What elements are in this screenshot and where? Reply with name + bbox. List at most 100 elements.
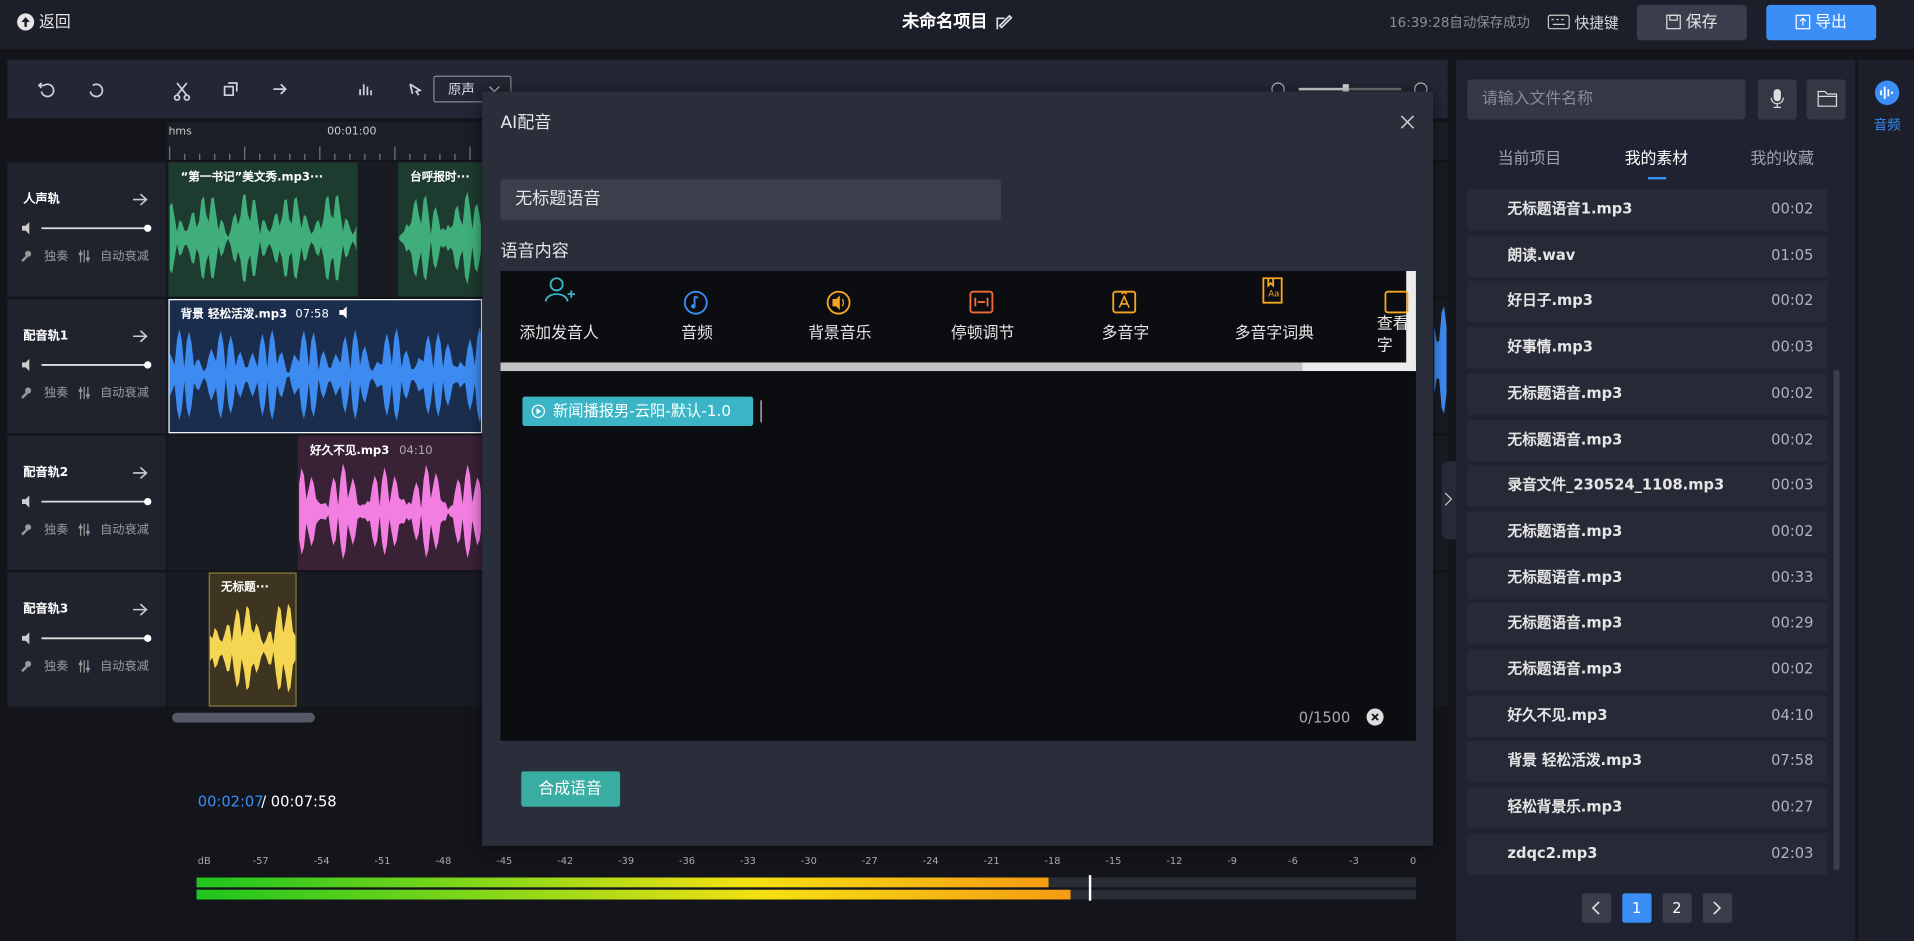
tool-icon[interactable]: [544, 276, 576, 305]
audio-nav-label[interactable]: 音频: [1873, 117, 1901, 134]
file-item[interactable]: 轻松背景乐.mp3 00:27: [1467, 787, 1828, 829]
folder-button[interactable]: [1806, 79, 1846, 120]
file-item[interactable]: 录音文件_230524_1108.mp3 00:03: [1467, 465, 1828, 507]
duck-icon[interactable]: [78, 660, 90, 673]
file-item[interactable]: 朗读.wav 01:05: [1467, 235, 1828, 277]
file-item[interactable]: zdqc2.mp3 02:03: [1467, 833, 1828, 875]
back-icon[interactable]: [17, 13, 35, 31]
tool-button[interactable]: 音频: [681, 324, 713, 343]
audio-clip[interactable]: 无标题···: [208, 572, 297, 707]
tool-icon[interactable]: [1383, 288, 1415, 317]
zoom-slider[interactable]: [1269, 81, 1428, 98]
page-button[interactable]: 2: [1662, 893, 1692, 923]
solo-icon[interactable]: [21, 524, 33, 536]
file-item[interactable]: 好日子.mp3 00:02: [1467, 281, 1828, 323]
horizontal-scrollbar[interactable]: [172, 712, 315, 723]
audio-clip[interactable]: 台呼报时···: [397, 162, 483, 297]
clear-button[interactable]: [1366, 708, 1384, 726]
duck-icon[interactable]: [78, 250, 90, 263]
track-arrow[interactable]: [133, 603, 148, 616]
tool-button[interactable]: 添加发音人: [519, 324, 599, 343]
file-item[interactable]: 无标题语音1.mp3 00:02: [1467, 189, 1828, 231]
solo-icon[interactable]: [21, 250, 33, 263]
file-item[interactable]: 无标题语音.mp3 00:29: [1467, 603, 1828, 645]
solo-icon[interactable]: [21, 387, 33, 399]
duck-toggle[interactable]: 自动衰减: [100, 386, 149, 401]
next-page[interactable]: [1702, 893, 1733, 923]
toolbar-tool[interactable]: [271, 81, 288, 98]
tool-icon[interactable]: [825, 288, 857, 317]
clip-volume-icon: [339, 306, 347, 319]
file-duration: 00:02: [1771, 200, 1814, 218]
toolbar-tool[interactable]: [222, 81, 239, 98]
file-duration: 00:02: [1771, 292, 1814, 310]
mic-icon: [1770, 89, 1784, 109]
file-item[interactable]: 好事情.mp3 00:03: [1467, 327, 1828, 369]
audio-clip[interactable]: 好久不见.mp3 04:10: [297, 435, 483, 570]
toolbar-tool[interactable]: [37, 81, 55, 98]
page-button[interactable]: 1: [1622, 893, 1652, 923]
file-item[interactable]: 无标题语音.mp3 00:02: [1467, 419, 1828, 461]
prev-page[interactable]: [1581, 893, 1612, 923]
meter-tick: -54: [313, 855, 330, 867]
library-tab[interactable]: 当前项目: [1497, 150, 1562, 169]
meter-tick: -21: [983, 855, 1000, 867]
duck-icon[interactable]: [78, 386, 90, 400]
file-item[interactable]: 无标题语音.mp3 00:33: [1467, 557, 1828, 599]
tool-button[interactable]: 背景音乐: [808, 324, 872, 343]
tool-icon[interactable]: Aa: [1260, 276, 1292, 305]
tool-icon[interactable]: [1111, 288, 1143, 317]
volume-slider[interactable]: [21, 495, 154, 508]
toolbar-tool[interactable]: [173, 81, 191, 101]
track-header: [7, 162, 167, 297]
tool-button[interactable]: 停顿调节: [950, 324, 1015, 343]
track-arrow[interactable]: [133, 330, 148, 343]
library-tab[interactable]: 我的素材: [1624, 150, 1689, 169]
meter-tick: -6: [1288, 855, 1298, 867]
tool-button[interactable]: 查看字: [1376, 314, 1409, 356]
back-button[interactable]: 返回: [39, 13, 71, 32]
solo-toggle[interactable]: 独奏: [43, 660, 69, 674]
toolbar-tool[interactable]: [85, 81, 104, 98]
library-tab[interactable]: 我的收藏: [1750, 150, 1814, 169]
tool-button[interactable]: 多音字: [1101, 324, 1150, 343]
solo-toggle[interactable]: 独奏: [43, 386, 69, 401]
name-input[interactable]: 无标题语音: [500, 179, 1001, 220]
audio-nav-icon[interactable]: [1874, 80, 1900, 105]
audio-clip[interactable]: 背景 轻松活泼.mp3 07:58: [168, 299, 483, 434]
solo-toggle[interactable]: 独奏: [43, 523, 69, 538]
solo-icon[interactable]: [21, 660, 33, 673]
duck-toggle[interactable]: 自动衰减: [100, 523, 149, 538]
toolbar-tool[interactable]: [406, 81, 423, 98]
file-item[interactable]: 好久不见.mp3 04:10: [1467, 695, 1828, 737]
volume-slider[interactable]: [21, 632, 154, 645]
export-button[interactable]: 导出: [1766, 4, 1877, 41]
save-button[interactable]: 保存: [1636, 4, 1747, 41]
dialog-close[interactable]: [1400, 115, 1415, 129]
track-arrow[interactable]: [133, 193, 148, 206]
tool-button[interactable]: 多音字词典: [1234, 324, 1315, 343]
file-item[interactable]: 无标题语音.mp3 00:02: [1467, 649, 1828, 691]
shortcuts-button[interactable]: 快捷键: [1574, 14, 1619, 32]
duck-toggle[interactable]: 自动衰减: [100, 250, 149, 264]
duck-toggle[interactable]: 自动衰减: [100, 660, 149, 674]
volume-slider[interactable]: [21, 222, 154, 235]
voice-tag[interactable]: 新闻播报男-云阳-默认-1.0: [522, 396, 754, 426]
synthesize-button[interactable]: 合成语音: [521, 771, 621, 807]
voice-select[interactable]: 原声: [433, 75, 512, 103]
volume-slider[interactable]: [21, 358, 154, 372]
tool-icon[interactable]: [682, 288, 714, 317]
edit-icon[interactable]: [996, 14, 1013, 31]
audio-clip[interactable]: “第一书记”美文秀.mp3···: [168, 162, 358, 297]
track-arrow[interactable]: [133, 466, 148, 480]
solo-toggle[interactable]: 独奏: [43, 250, 69, 264]
duck-icon[interactable]: [78, 523, 90, 536]
file-item[interactable]: 无标题语音.mp3 00:02: [1467, 373, 1828, 415]
toolbar-tool[interactable]: [358, 81, 375, 98]
track-name: 配音轨2: [23, 466, 69, 480]
file-item[interactable]: 背景 轻松活泼.mp3 07:58: [1467, 741, 1828, 783]
panel-collapse[interactable]: [1441, 461, 1457, 540]
file-item[interactable]: 无标题语音.mp3 00:02: [1467, 511, 1828, 553]
tool-icon[interactable]: [968, 288, 1000, 317]
search-input[interactable]: 请输入文件名称: [1467, 79, 1746, 120]
